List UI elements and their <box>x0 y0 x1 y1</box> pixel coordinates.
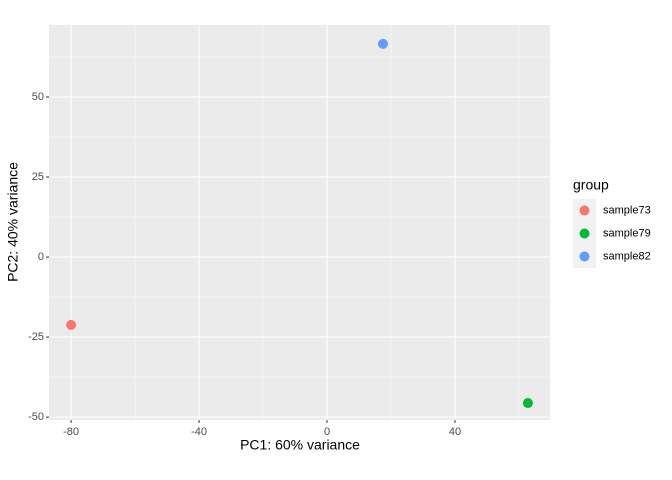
x-tick-label: 40 <box>449 426 461 438</box>
point <box>66 319 77 330</box>
panel <box>49 25 550 420</box>
x-tick-label: -80 <box>63 426 79 438</box>
y-tick-label: 0 <box>38 251 44 263</box>
legend-key <box>579 205 590 216</box>
legend-key <box>579 228 590 239</box>
legend-label: sample82 <box>603 250 651 262</box>
point <box>378 38 388 49</box>
x-tick-label: -40 <box>191 426 207 438</box>
y-tick-label: -25 <box>28 331 44 343</box>
legend-label: sample79 <box>603 227 651 239</box>
x-axis-label: PC1: 60% variance <box>240 437 360 453</box>
x-tick-label: 0 <box>324 426 330 438</box>
y-tick-label: -50 <box>28 411 44 423</box>
point <box>522 398 533 409</box>
y-axis-label: PC2: 40% variance <box>5 162 21 282</box>
y-tick-label: 50 <box>32 91 44 103</box>
legend-key <box>579 251 590 262</box>
y-tick-label: 25 <box>32 171 44 183</box>
legend-title: group <box>573 177 609 193</box>
legend-label: sample73 <box>603 204 651 216</box>
